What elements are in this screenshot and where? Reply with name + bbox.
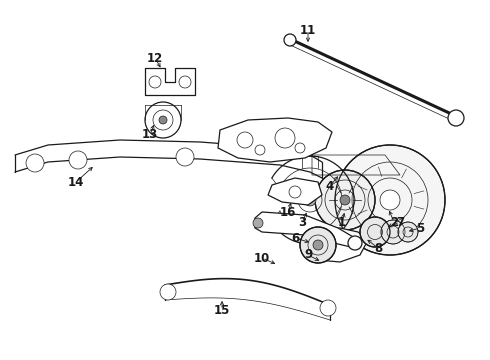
Circle shape <box>304 194 316 206</box>
Circle shape <box>26 154 44 172</box>
Circle shape <box>313 240 323 250</box>
Text: 16: 16 <box>280 206 296 219</box>
Circle shape <box>320 300 336 316</box>
Circle shape <box>360 217 390 247</box>
Circle shape <box>289 186 301 198</box>
Circle shape <box>69 151 87 169</box>
Text: 4: 4 <box>326 180 334 193</box>
Text: 10: 10 <box>254 252 270 265</box>
Circle shape <box>149 76 161 88</box>
Text: 3: 3 <box>298 216 306 229</box>
Circle shape <box>255 145 265 155</box>
Text: 12: 12 <box>147 51 163 64</box>
Text: 2: 2 <box>390 216 398 229</box>
Circle shape <box>159 116 167 124</box>
Circle shape <box>335 145 445 255</box>
Text: 6: 6 <box>291 231 299 244</box>
Text: 14: 14 <box>68 175 84 189</box>
Circle shape <box>176 148 194 166</box>
Text: 1: 1 <box>338 216 346 230</box>
Circle shape <box>275 128 295 148</box>
Circle shape <box>284 34 296 46</box>
Circle shape <box>380 190 400 210</box>
Text: 11: 11 <box>300 23 316 36</box>
Circle shape <box>340 195 350 205</box>
Circle shape <box>160 284 176 300</box>
Text: 5: 5 <box>416 221 424 234</box>
Circle shape <box>237 132 253 148</box>
Polygon shape <box>308 228 368 262</box>
Text: 7: 7 <box>396 216 404 229</box>
Circle shape <box>300 227 336 263</box>
Circle shape <box>315 170 375 230</box>
Circle shape <box>179 76 191 88</box>
Text: 15: 15 <box>214 303 230 316</box>
Text: 13: 13 <box>142 129 158 141</box>
Circle shape <box>295 143 305 153</box>
Circle shape <box>348 236 362 250</box>
Text: 9: 9 <box>304 248 312 261</box>
Circle shape <box>398 222 418 242</box>
Text: 8: 8 <box>374 242 382 255</box>
Circle shape <box>448 110 464 126</box>
Circle shape <box>381 220 405 244</box>
Polygon shape <box>255 212 355 248</box>
Polygon shape <box>268 178 322 205</box>
Circle shape <box>253 218 263 228</box>
Polygon shape <box>218 118 332 162</box>
